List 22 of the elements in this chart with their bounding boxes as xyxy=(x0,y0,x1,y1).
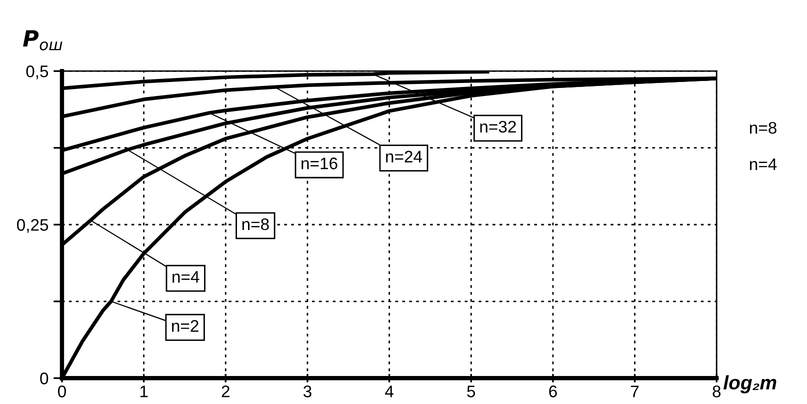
x-tick-label: 4 xyxy=(385,386,394,398)
x-tick-label: 3 xyxy=(303,386,312,398)
y-tick-label: 0,5 xyxy=(26,66,48,80)
x-tick-label: 5 xyxy=(467,386,476,398)
y-tick-label: 0,25 xyxy=(17,219,48,233)
x-axis-title: log₂m xyxy=(723,375,776,394)
x-tick-label: 2 xyxy=(222,386,230,398)
text: n=4 xyxy=(172,271,200,283)
x-tick-label: 1 xyxy=(140,386,148,398)
text: n=16 xyxy=(302,158,338,170)
text: n=4 xyxy=(750,158,777,170)
x-tick-label: 0 xyxy=(58,386,66,398)
y-axis-title: P$_{ош}$ xyxy=(23,30,62,50)
text: n=8 xyxy=(750,122,776,134)
x-tick-label: 6 xyxy=(549,386,557,398)
text: n=8 xyxy=(242,218,269,230)
y-tick-label: 0 xyxy=(40,372,48,384)
text: n=2 xyxy=(172,320,198,332)
text: n=32 xyxy=(480,120,516,133)
x-tick-label: 7 xyxy=(631,386,639,398)
text: n=24 xyxy=(386,150,422,162)
x-tick-label: 8 xyxy=(712,386,721,398)
